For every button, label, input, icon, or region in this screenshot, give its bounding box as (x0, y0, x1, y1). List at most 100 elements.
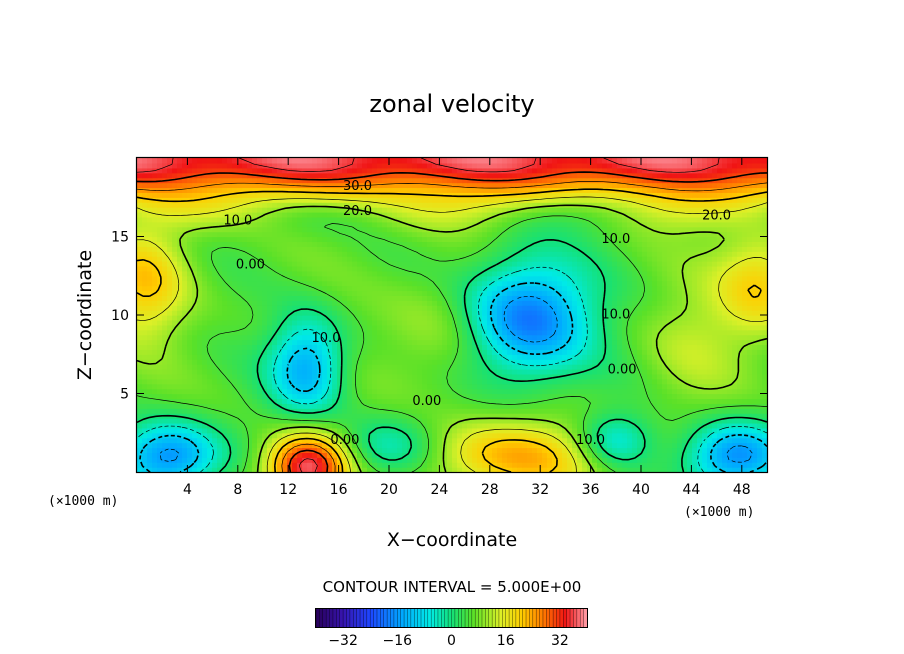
field-cell (267, 452, 273, 458)
field-cell (407, 305, 413, 311)
field-cell (157, 310, 163, 316)
field-cell (447, 334, 453, 341)
field-cell (337, 300, 343, 306)
field-cell (352, 349, 358, 355)
field-cell (292, 319, 298, 326)
field-cell (617, 368, 623, 375)
field-cell (757, 280, 763, 287)
field-cell (542, 437, 548, 444)
field-cell (737, 354, 743, 360)
field-cell (272, 373, 278, 380)
field-cell (672, 447, 678, 453)
field-cell (142, 432, 148, 439)
field-cell (582, 393, 588, 400)
field-cell (402, 403, 408, 409)
field-cell (407, 319, 413, 326)
field-cell (512, 422, 518, 429)
field-cell (707, 413, 713, 419)
field-cell (247, 457, 253, 463)
field-cell (202, 388, 208, 395)
field-cell (652, 442, 658, 449)
field-cell (702, 319, 708, 326)
field-cell (402, 285, 408, 292)
field-cell (367, 393, 373, 400)
field-cell (177, 295, 183, 301)
field-cell (552, 427, 558, 434)
field-cell (552, 462, 558, 468)
field-cell (662, 319, 668, 326)
field-cell (642, 329, 648, 336)
field-cell (232, 290, 238, 296)
field-cell (237, 300, 243, 306)
field-cell (522, 452, 528, 458)
field-cell (652, 310, 658, 316)
field-cell (452, 285, 458, 292)
field-cell (247, 447, 253, 453)
field-cell (517, 310, 523, 316)
field-cell (647, 315, 653, 321)
field-cell (662, 329, 668, 336)
field-cell (362, 290, 368, 296)
field-cell (547, 442, 553, 449)
field-cell (302, 452, 308, 458)
field-cell (372, 349, 378, 355)
field-cell (302, 413, 308, 419)
field-cell (612, 295, 618, 301)
field-cell (142, 295, 148, 301)
field-cell (697, 344, 703, 350)
field-cell (597, 280, 603, 287)
field-cell (492, 319, 498, 326)
field-cell (597, 319, 603, 326)
field-cell (667, 280, 673, 287)
field-cell (517, 344, 523, 350)
field-cell (202, 383, 208, 390)
field-cell (312, 315, 318, 321)
field-cell (502, 403, 508, 409)
field-cell (672, 305, 678, 311)
field-cell (532, 408, 538, 414)
field-cell (532, 422, 538, 429)
field-cell (372, 413, 378, 419)
field-cell (502, 378, 508, 385)
field-cell (197, 388, 203, 395)
field-cell (152, 432, 158, 439)
field-cell (192, 368, 198, 375)
field-cell (637, 447, 643, 453)
field-cell (592, 349, 598, 355)
field-cell (147, 280, 153, 287)
field-cell (332, 457, 338, 463)
field-cell (147, 437, 153, 444)
field-cell (297, 457, 303, 463)
field-cell (742, 378, 748, 385)
field-cell (717, 305, 723, 311)
field-cell (557, 339, 563, 346)
field-cell (432, 339, 438, 346)
field-cell (757, 329, 763, 336)
field-cell (372, 393, 378, 400)
field-cell (512, 285, 518, 292)
field-cell (657, 383, 663, 390)
field-cell (322, 334, 328, 341)
field-cell (472, 462, 478, 468)
field-cell (282, 408, 288, 414)
field-cell (472, 447, 478, 453)
field-cell (417, 413, 423, 419)
field-cell (357, 364, 363, 370)
field-cell (707, 422, 713, 429)
field-cell (447, 437, 453, 444)
field-cell (427, 310, 433, 316)
field-cell (377, 388, 383, 395)
field-cell (727, 447, 733, 453)
field-cell (232, 334, 238, 341)
field-cell (632, 295, 638, 301)
field-cell (467, 364, 473, 370)
field-cell (267, 462, 273, 468)
field-cell (292, 334, 298, 341)
field-cell (717, 393, 723, 400)
field-cell (367, 364, 373, 370)
field-cell (412, 393, 418, 400)
field-cell (327, 305, 333, 311)
field-cell (397, 275, 403, 282)
field-cell (327, 462, 333, 468)
field-cell (217, 305, 223, 311)
